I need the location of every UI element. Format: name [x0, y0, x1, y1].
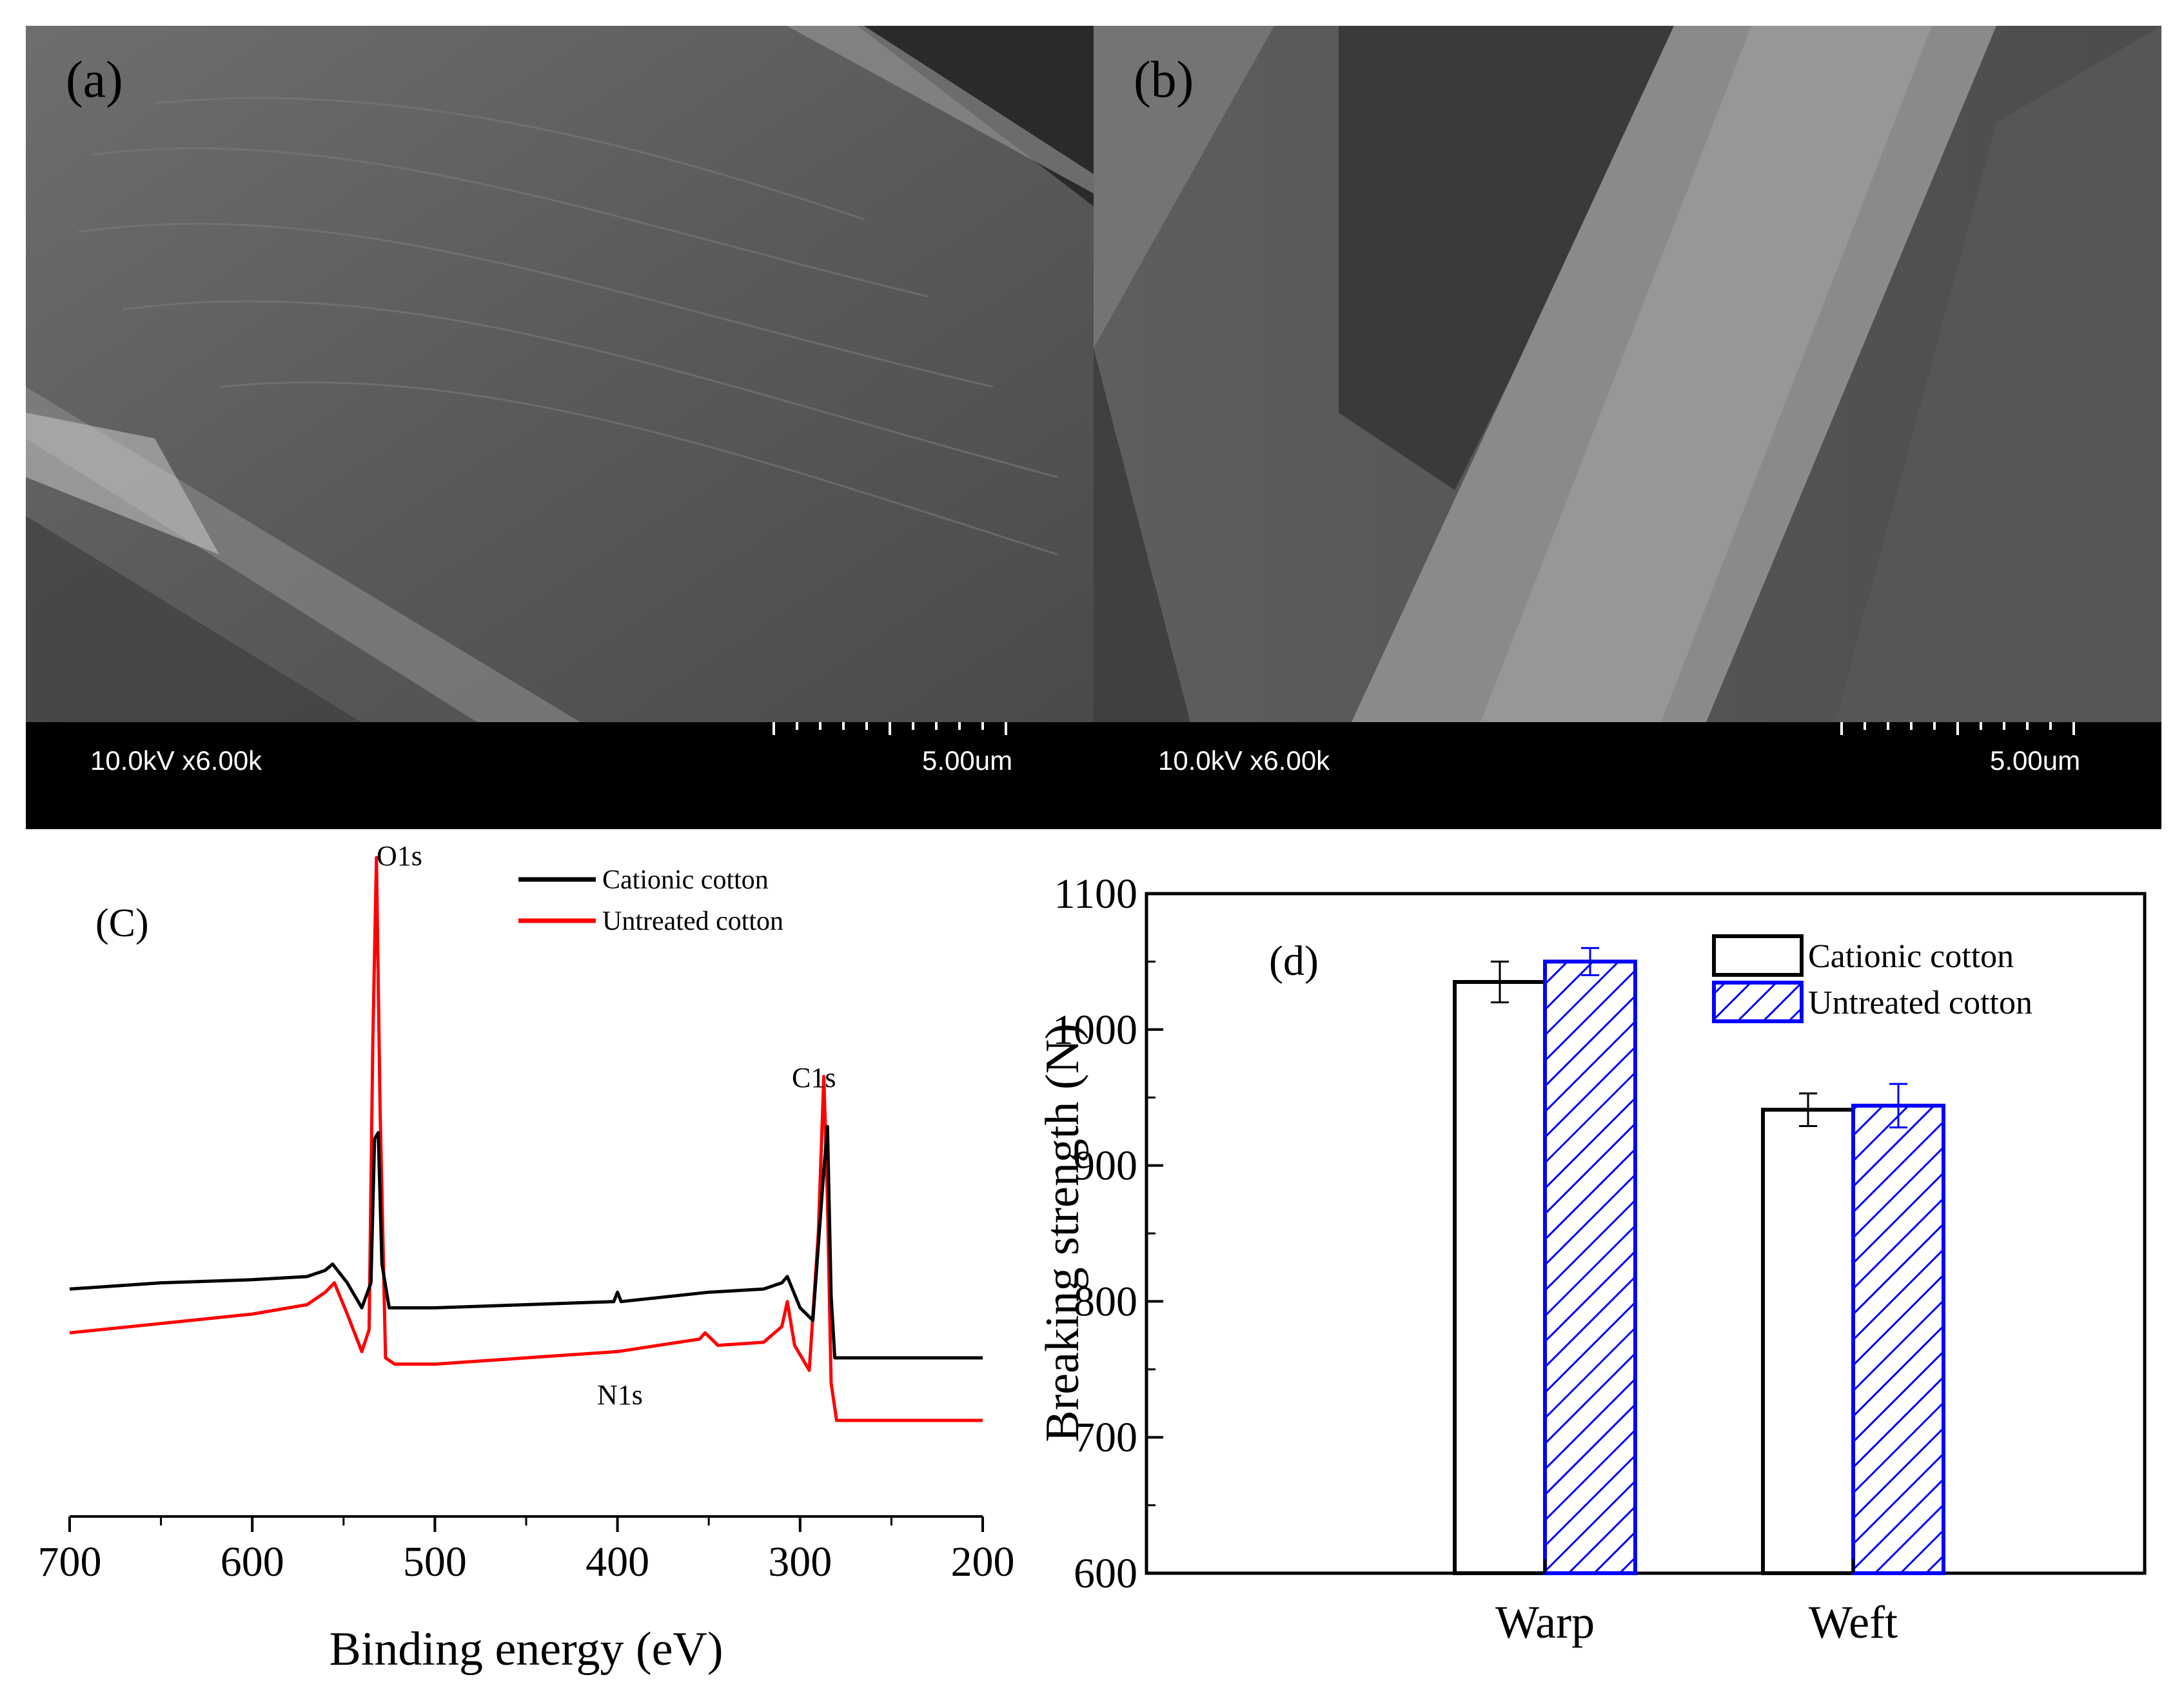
xps-tick-label: 700: [38, 1538, 102, 1585]
bar-untreated-warp: [1543, 959, 1637, 1575]
xps-series-group: [69, 856, 983, 1422]
sem-micrograph-b: (b): [1094, 26, 2161, 722]
xps-tick-group: 700 600 500 400 300 200: [38, 1516, 1015, 1585]
bar-series-group: Warp Weft: [1453, 947, 1945, 1648]
xps-tick-label: 300: [768, 1538, 832, 1585]
sem-info-bar-b: 10.0kV x6.00k 5.00um: [1094, 722, 2161, 829]
xps-series-line: [69, 856, 983, 1422]
bar-untreated-weft: [1851, 1103, 1945, 1575]
xps-x-axis-label: Binding energy (eV): [329, 1623, 723, 1676]
sem-scale-b: 5.00um: [1990, 745, 2081, 776]
bar-y-tick-label: 1000: [1052, 1006, 1137, 1054]
bar-legend-label-untreated: Untreated cotton: [1808, 985, 2032, 1021]
sem-image-b: (b) 10.0kV x6.00k 5.00um: [1094, 26, 2161, 829]
xps-legend: Cationic cotton Untreated cotton: [518, 865, 783, 936]
panel-label-b: (b): [1134, 52, 1194, 108]
bar-y-axis-label: Breaking strength (N): [1036, 1023, 1089, 1442]
xps-tick-label: 200: [951, 1538, 1015, 1585]
sem-image-a: (a) 10.0kV x6.00k 5.00um: [26, 26, 1094, 829]
annotation-o1s: O1s: [377, 840, 422, 872]
bar-category-label: Weft: [1809, 1596, 1898, 1648]
legend-swatch-cationic: [1712, 934, 1804, 977]
sem-info-a: 10.0kV x6.00k: [90, 745, 262, 776]
bar-y-tick-label: 800: [1074, 1278, 1137, 1325]
bar-category-label: Warp: [1495, 1596, 1595, 1648]
bar-y-tick-label: 600: [1074, 1550, 1137, 1597]
bar-cationic-weft: [1761, 1108, 1855, 1575]
scale-ticks-a: [772, 722, 1007, 735]
sem-scale-a: 5.00um: [922, 745, 1013, 776]
bar-legend: Cationic cotton Untreated cotton: [1712, 934, 2032, 1023]
bar-y-tick-label: 900: [1074, 1143, 1137, 1190]
bar-y-tick-label: 700: [1074, 1414, 1137, 1461]
sem-info-b: 10.0kV x6.00k: [1158, 745, 1330, 776]
sem-micrograph-a: (a): [26, 26, 1094, 722]
xps-chart: 700 600 500 400 300 200 (C) O1s C1s N1s Catio…: [38, 840, 1015, 1676]
xps-tick-label: 400: [585, 1538, 649, 1585]
bar-panel-label: (d): [1269, 937, 1319, 985]
xps-series-line: [69, 1124, 983, 1360]
xps-panel-label: (C): [95, 901, 149, 945]
sem-info-bar-a: 10.0kV x6.00k 5.00um: [26, 722, 1094, 829]
xps-tick-label: 600: [221, 1538, 284, 1585]
bar-y-tick-group: 600 700 800 900 1000 1100: [1052, 870, 1163, 1597]
xps-tick-label: 500: [403, 1538, 467, 1585]
annotation-n1s: N1s: [597, 1379, 643, 1411]
legend-swatch-untreated: [1712, 981, 1804, 1023]
legend-label-untreated: Untreated cotton: [602, 907, 783, 936]
breaking-strength-chart: 600 700 800 900 1000 1100 Warp Weft (d) Breaki…: [1036, 870, 2147, 1648]
legend-label-cationic: Cationic cotton: [602, 865, 769, 895]
panel-label-a: (a): [66, 52, 123, 108]
annotation-c1s: C1s: [792, 1062, 836, 1094]
bar-legend-label-cationic: Cationic cotton: [1808, 938, 2014, 975]
bar-y-tick-label: 1100: [1054, 870, 1137, 917]
scale-ticks-b: [1840, 722, 2075, 735]
bar-cationic-warp: [1453, 980, 1547, 1575]
